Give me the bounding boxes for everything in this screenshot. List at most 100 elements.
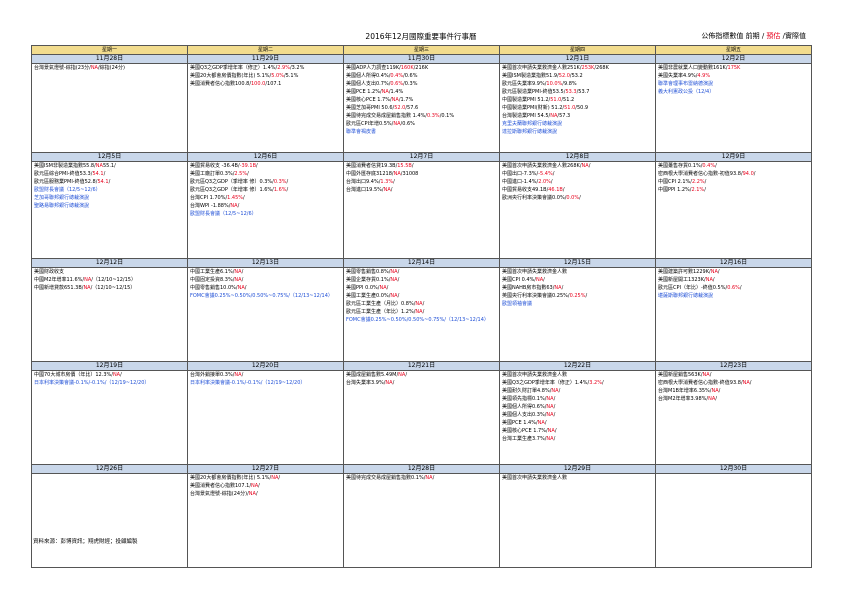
event-line: 中國新增貸款651.3B/NA/（12/10~12/15） xyxy=(34,284,185,292)
event-line: 歐元區CPI年增0.5%/NA/0.6% xyxy=(346,120,497,128)
event-line: 美國失業率4.9%/4.9% xyxy=(658,72,809,80)
event-line: 美國PCE 1.4%/NA/ xyxy=(502,419,653,427)
day-events-cell: 美國成屋銷售數5.49M/NA/台灣失業率3.9%/NA/ xyxy=(343,370,500,465)
event-note: 克里夫蘭聯邦銀行總裁演說 xyxy=(502,121,563,127)
forecast-value: NA xyxy=(546,436,554,442)
event-text: 美國首次申請失業救濟金人數251K/ xyxy=(502,65,582,71)
weekday-header: 星期五 xyxy=(655,45,812,55)
event-line: 中國工業生產6.1%/NA/ xyxy=(190,269,341,277)
event-line: 中國PPI 1.2%/2.1%/ xyxy=(658,186,809,194)
event-line: FOMC會議0.25%~0.50%/0.50%~0.75%/（12/13~12/… xyxy=(346,316,497,324)
event-line: 美國Q3之GDP季增年率（修正）1.4%/3.2%/ xyxy=(502,379,653,387)
event-line: 台灣M2年增率3.98%/NA/ xyxy=(658,395,809,403)
event-text: 美國消費者信心指數107.1/ xyxy=(190,483,251,489)
event-text: / xyxy=(704,187,706,193)
event-line: 達拉斯聯邦銀行總裁演說 xyxy=(502,128,653,136)
forecast-value: NA xyxy=(551,388,559,394)
event-text: /268K xyxy=(594,65,609,71)
event-line: 美國工業生產0.0%/NA/ xyxy=(346,292,497,300)
event-text: 美國貿易收支 -36.4B/ xyxy=(190,163,240,169)
event-line: 中國製造業PMI(財新) 51.2/51.0/50.9 xyxy=(502,104,653,112)
event-line: 美國新屋開工1323K/NA/ xyxy=(658,276,809,284)
day-events-cell: 美國貿易收支 -36.4B/-39.1B/美國工廠訂單0.3%/2.5% /歐元區… xyxy=(187,161,344,259)
day-events-cell: 美國財政收支 中國M2年增率11.6%/NA/（12/10~12/15） 中國新增貸… xyxy=(31,267,188,362)
event-text: 中國製造業PMI(財新) 51.2/ xyxy=(502,105,565,111)
event-text: 歐元區失業率9.9%/ xyxy=(502,81,547,87)
event-text: / xyxy=(422,301,425,307)
forecast-value: 2.0% xyxy=(538,179,551,185)
event-text: 中國進口-1.4%/ xyxy=(502,179,539,185)
forecast-value: 0.4% xyxy=(702,163,716,169)
event-line: 台灣失業率3.9%/NA/ xyxy=(346,379,497,387)
event-text: / xyxy=(588,163,591,169)
forecast-value: 2.9% xyxy=(277,65,290,71)
event-line: 克里夫蘭聯邦銀行總裁演說 xyxy=(502,120,653,128)
event-text: 美國躉售存貨0.1%/ xyxy=(658,163,703,169)
event-text: / xyxy=(286,179,289,185)
weekday-header: 星期三 xyxy=(343,45,500,55)
event-text: 美國待完成交易成屋銷售指數0.1%/ xyxy=(346,475,426,481)
forecast-value: NA xyxy=(84,277,92,283)
event-text: 美國PPI 0.0%/ xyxy=(346,285,380,291)
event-line: 美國消費者信貸19.3B/15.5B/ xyxy=(346,163,497,171)
forecast-value: 5.0% xyxy=(271,73,284,79)
event-text: 密西根大學消費者信心指數-終值93.8/ xyxy=(658,380,743,386)
forecast-value: NA xyxy=(234,269,242,275)
event-text: 中國外匯存底31218/ xyxy=(346,171,394,177)
day-events-cell: 美國非農就業人口變動數161K/175K 美國失業率4.9%/4.9% 聯準會理事布… xyxy=(655,63,812,153)
event-text: / xyxy=(258,483,260,489)
event-line: 中國外匯存底31218/NA/31008 xyxy=(346,170,497,178)
event-line: 美國首次申請失業救濟金人數 xyxy=(502,475,653,483)
event-text: /0.6% xyxy=(400,121,415,127)
event-text: / xyxy=(585,293,588,299)
event-text: 台灣M2年增率3.98%/ xyxy=(658,396,709,402)
date-cell: 11月28日 xyxy=(31,54,188,64)
event-text: / xyxy=(108,179,111,185)
event-text: 美國零售銷售0.8%/ xyxy=(346,269,391,275)
event-text: /216K xyxy=(413,65,429,71)
event-text: 美國非農就業人口變動數161K/ xyxy=(658,65,728,71)
event-text: 歐元區製造業PMI-終值53.5/ xyxy=(502,89,566,95)
day-events-cell: 美國躉售存貨0.1%/0.4%/密西根大學消費者信心指數-初值93.8/94.0… xyxy=(655,161,812,259)
event-text: /0.3% xyxy=(403,81,418,87)
event-text: /31008 xyxy=(400,171,419,177)
event-line: 美國貿易收支 -36.4B/-39.1B/ xyxy=(190,163,341,171)
event-line: 美國成屋銷售數5.49M/NA/ xyxy=(346,372,497,380)
weekday-header-row: 星期一 星期二 星期三 星期四 星期五 xyxy=(31,45,812,55)
forecast-value: NA xyxy=(535,277,544,283)
event-text: 美國領先指標0.1%/ xyxy=(502,396,547,402)
forecast-value: NA xyxy=(95,163,103,169)
event-line: 台灣外銷接單0.3%/NA/ xyxy=(190,372,341,380)
forecast-value: NA xyxy=(248,491,256,497)
event-text: 台灣製造業PMI 54.5/ xyxy=(502,113,551,119)
event-line: 美國耐久財訂單4.8%/NA/ xyxy=(502,387,653,395)
event-text: 美國PCE 1.2%/ xyxy=(346,89,382,95)
forecast-value: 100.0 xyxy=(251,81,266,87)
event-text: / xyxy=(552,171,555,177)
event-line: 中國M2年增率11.6%/NA/（12/10~12/15） xyxy=(34,276,185,284)
forecast-value: 15.5B xyxy=(397,163,412,169)
event-text: /綜指(24分) xyxy=(97,65,125,71)
event-text: /57.3 xyxy=(557,113,571,119)
day-events-cell xyxy=(31,473,188,568)
weekday-header: 星期一 xyxy=(31,45,188,55)
event-note: 日本利率決策會議-0.1%/-0.1%/（12/19~12/20） xyxy=(190,380,306,386)
date-row: 12月26日 12月27日 12月28日 12月29日 12月30日 xyxy=(31,464,812,474)
event-text: 美國工廠訂單0.3%/ xyxy=(190,171,235,177)
forecast-value: NA xyxy=(710,269,718,275)
event-note: 歐盟財長會議（12/5~12/6） xyxy=(190,211,257,217)
forecast-value: NA xyxy=(83,285,91,291)
event-text: 台灣失業率3.9%/ xyxy=(346,380,386,386)
event-line: 歐元區Q3之GDP（年增率 修）1.6%/1.6%/ xyxy=(190,186,341,194)
event-line: 台灣景氣燈號-綜指(24分)/NA/ xyxy=(190,490,341,498)
forecast-value: 2.5% xyxy=(234,171,248,177)
date-row: 12月12日 12月13日 12月14日 12月15日 12月16日 xyxy=(31,258,812,268)
legend-forecast: 預估 xyxy=(766,32,781,40)
day-events-cell: 中國70大城市房價（年比）12.3%/NA/日本利率決策會議-0.1%/-0.1… xyxy=(31,370,188,465)
event-text: /57.6 xyxy=(405,105,419,111)
forecast-value: 3.2% xyxy=(589,380,602,386)
event-text: /5.1% xyxy=(283,73,299,79)
forecast-value: NA xyxy=(415,301,423,307)
forecast-value: NA xyxy=(230,203,238,209)
event-line: 台灣WPI -1.88%/NA/ xyxy=(190,202,341,210)
